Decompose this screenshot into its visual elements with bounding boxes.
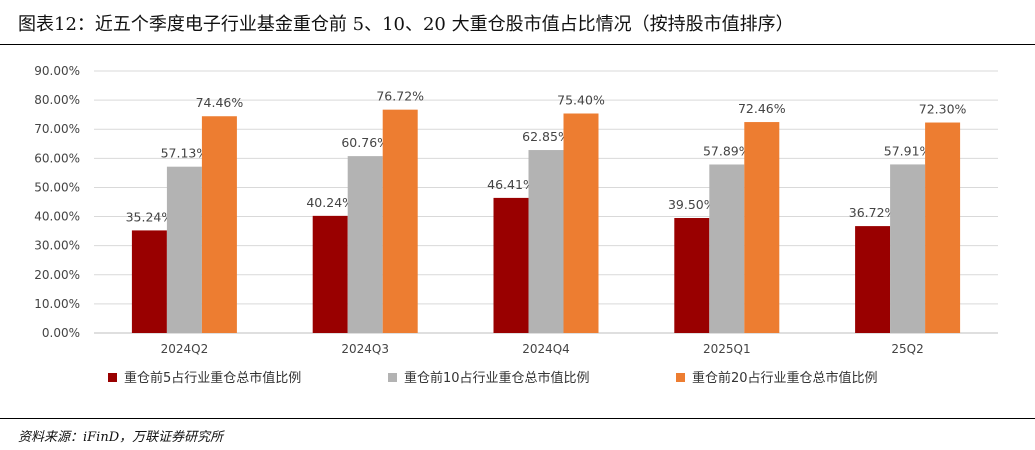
x-tick-label: 25Q2 (891, 342, 923, 356)
bar (382, 109, 418, 334)
x-tick-label: 2024Q3 (341, 342, 389, 356)
y-tick-label: 50.00% (34, 180, 80, 194)
title-bar: 图表12：近五个季度电子行业基金重仓前 5、10、20 大重仓股市值占比情况（按… (0, 0, 1035, 44)
source-note: 资料来源：iFinD，万联证券研究所 (18, 430, 224, 445)
bar (744, 122, 780, 334)
y-tick-label: 90.00% (34, 64, 80, 78)
bar (855, 226, 891, 333)
data-label: 72.46% (738, 101, 786, 116)
y-tick-label: 80.00% (34, 93, 80, 107)
data-label: 40.24% (306, 195, 354, 210)
figure-title: 图表12：近五个季度电子行业基金重仓前 5、10、20 大重仓股市值占比情况（按… (18, 14, 794, 35)
source-divider (0, 418, 1035, 419)
data-label: 76.72% (376, 89, 424, 104)
data-label: 57.91% (884, 143, 932, 158)
legend-label: 重仓前20占行业重仓总市值比例 (692, 370, 878, 386)
data-label: 57.89% (703, 143, 751, 158)
data-label: 75.40% (557, 93, 605, 108)
data-label: 57.13% (161, 146, 209, 161)
data-label: 62.85% (522, 129, 570, 144)
legend-swatch (108, 373, 117, 382)
data-label: 39.50% (668, 197, 716, 212)
data-label: 36.72% (849, 205, 897, 220)
legend-swatch (676, 373, 685, 382)
bar (528, 150, 564, 333)
legend-swatch (388, 373, 397, 382)
bar (493, 197, 529, 333)
y-tick-label: 0.00% (42, 326, 80, 340)
data-label: 46.41% (487, 177, 535, 192)
bar (563, 113, 599, 333)
y-tick-label: 10.00% (34, 297, 80, 311)
bar (131, 230, 167, 333)
y-tick-label: 20.00% (34, 268, 80, 282)
data-label: 60.76% (341, 135, 389, 150)
bar (925, 122, 961, 333)
x-tick-label: 2024Q2 (161, 342, 209, 356)
data-label: 72.30% (919, 102, 967, 117)
legend-label: 重仓前10占行业重仓总市值比例 (404, 370, 590, 386)
legend-label: 重仓前5占行业重仓总市值比例 (124, 370, 301, 386)
bar (674, 218, 710, 333)
bar (312, 215, 348, 333)
data-label: 74.46% (196, 95, 244, 110)
x-tick-label: 2025Q1 (703, 342, 751, 356)
y-tick-label: 60.00% (34, 151, 80, 165)
y-tick-label: 70.00% (34, 122, 80, 136)
bar-chart: 0.00% 10.00% 20.00% 30.00% 40.00% 50.00% 60.00… (34, 64, 998, 386)
bar (890, 164, 926, 333)
title-divider (0, 44, 1035, 45)
bar (201, 116, 237, 333)
y-tick-label: 40.00% (34, 210, 80, 224)
x-tick-label: 2024Q4 (522, 342, 570, 356)
bar (166, 166, 202, 333)
bar (347, 156, 383, 333)
data-label: 35.24% (126, 209, 174, 224)
bar (709, 164, 745, 333)
y-tick-label: 30.00% (34, 239, 80, 253)
